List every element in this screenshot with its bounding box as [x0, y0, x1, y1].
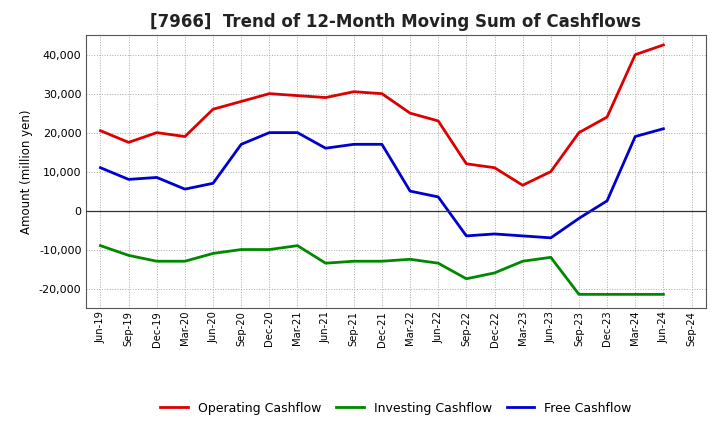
- Investing Cashflow: [406, 257, 415, 262]
- Investing Cashflow: [490, 270, 499, 275]
- Free Cashflow: [153, 175, 161, 180]
- Investing Cashflow: [181, 259, 189, 264]
- Free Cashflow: [321, 146, 330, 151]
- Investing Cashflow: [377, 259, 386, 264]
- Investing Cashflow: [462, 276, 471, 282]
- Investing Cashflow: [434, 260, 443, 266]
- Free Cashflow: [181, 187, 189, 192]
- Operating Cashflow: [659, 42, 667, 48]
- Operating Cashflow: [546, 169, 555, 174]
- Free Cashflow: [575, 216, 583, 221]
- Investing Cashflow: [349, 259, 358, 264]
- Free Cashflow: [125, 177, 133, 182]
- Investing Cashflow: [209, 251, 217, 256]
- Free Cashflow: [631, 134, 639, 139]
- Free Cashflow: [546, 235, 555, 241]
- Operating Cashflow: [125, 140, 133, 145]
- Free Cashflow: [237, 142, 246, 147]
- Operating Cashflow: [377, 91, 386, 96]
- Y-axis label: Amount (million yen): Amount (million yen): [20, 110, 33, 234]
- Investing Cashflow: [518, 259, 527, 264]
- Investing Cashflow: [603, 292, 611, 297]
- Investing Cashflow: [96, 243, 105, 248]
- Free Cashflow: [406, 188, 415, 194]
- Operating Cashflow: [349, 89, 358, 94]
- Investing Cashflow: [659, 292, 667, 297]
- Free Cashflow: [490, 231, 499, 237]
- Free Cashflow: [209, 181, 217, 186]
- Free Cashflow: [462, 233, 471, 238]
- Line: Operating Cashflow: Operating Cashflow: [101, 45, 663, 185]
- Investing Cashflow: [265, 247, 274, 252]
- Line: Free Cashflow: Free Cashflow: [101, 129, 663, 238]
- Operating Cashflow: [490, 165, 499, 170]
- Operating Cashflow: [265, 91, 274, 96]
- Line: Investing Cashflow: Investing Cashflow: [101, 246, 663, 294]
- Investing Cashflow: [546, 255, 555, 260]
- Free Cashflow: [349, 142, 358, 147]
- Operating Cashflow: [96, 128, 105, 133]
- Legend: Operating Cashflow, Investing Cashflow, Free Cashflow: Operating Cashflow, Investing Cashflow, …: [161, 402, 631, 414]
- Free Cashflow: [603, 198, 611, 203]
- Operating Cashflow: [209, 106, 217, 112]
- Investing Cashflow: [631, 292, 639, 297]
- Investing Cashflow: [237, 247, 246, 252]
- Investing Cashflow: [125, 253, 133, 258]
- Free Cashflow: [265, 130, 274, 135]
- Operating Cashflow: [518, 183, 527, 188]
- Operating Cashflow: [575, 130, 583, 135]
- Operating Cashflow: [462, 161, 471, 166]
- Free Cashflow: [518, 233, 527, 238]
- Operating Cashflow: [434, 118, 443, 124]
- Operating Cashflow: [181, 134, 189, 139]
- Investing Cashflow: [293, 243, 302, 248]
- Free Cashflow: [377, 142, 386, 147]
- Title: [7966]  Trend of 12-Month Moving Sum of Cashflows: [7966] Trend of 12-Month Moving Sum of C…: [150, 13, 642, 31]
- Operating Cashflow: [631, 52, 639, 57]
- Free Cashflow: [434, 194, 443, 200]
- Operating Cashflow: [293, 93, 302, 98]
- Operating Cashflow: [237, 99, 246, 104]
- Investing Cashflow: [153, 259, 161, 264]
- Free Cashflow: [293, 130, 302, 135]
- Investing Cashflow: [575, 292, 583, 297]
- Operating Cashflow: [321, 95, 330, 100]
- Free Cashflow: [659, 126, 667, 132]
- Free Cashflow: [96, 165, 105, 170]
- Operating Cashflow: [153, 130, 161, 135]
- Investing Cashflow: [321, 260, 330, 266]
- Operating Cashflow: [406, 110, 415, 116]
- Operating Cashflow: [603, 114, 611, 120]
